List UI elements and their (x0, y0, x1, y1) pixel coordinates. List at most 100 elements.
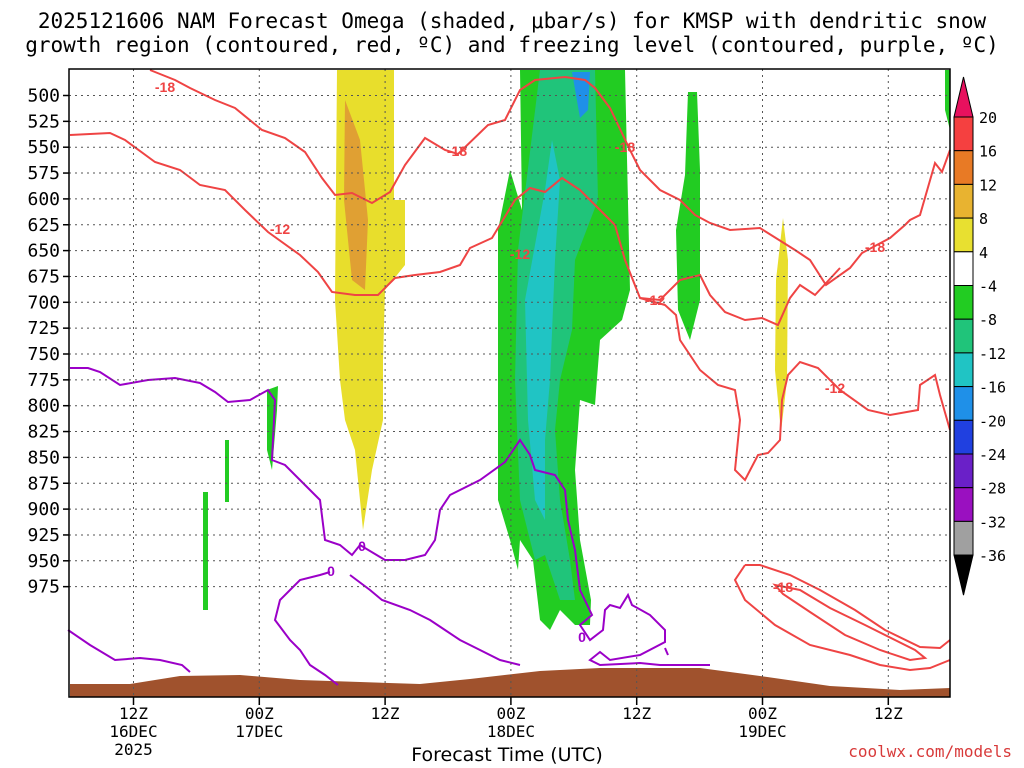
x-tick-label: 2025 (114, 740, 153, 759)
x-tick-label: 18DEC (487, 722, 535, 741)
colorbar-label: -20 (979, 412, 1006, 430)
dendritic-contour-oval (733, 564, 951, 672)
colorbar-segment (953, 352, 974, 388)
freezing-contours (67, 367, 710, 686)
dendritic-contours (69, 69, 951, 672)
colorbar-label: -36 (979, 547, 1006, 565)
chart-title-line1: 2025121606 NAM Forecast Omega (shaded, μ… (37, 9, 987, 33)
colorbar-label: -28 (979, 480, 1006, 498)
colorbar-label: 20 (979, 109, 997, 127)
omega-shading (203, 70, 950, 630)
dendritic-contour-label: -12 (270, 221, 290, 237)
colorbar-segment (953, 116, 974, 152)
y-tick-label: 925 (27, 525, 60, 546)
omega-green-streak1 (203, 492, 208, 610)
y-tick-label: 725 (27, 318, 60, 339)
y-tick-label: 650 (27, 241, 60, 262)
colorbar-segment (953, 285, 974, 320)
omega-yellow-small (775, 218, 788, 432)
colorbar-segment (953, 183, 974, 219)
colorbar-label: -16 (979, 379, 1006, 397)
dendritic-contour-label: -12 (825, 380, 845, 396)
colorbar-label: 8 (979, 210, 988, 228)
y-tick-label: 975 (27, 577, 60, 598)
colorbar-segment (953, 386, 974, 421)
colorbar-segment (953, 520, 974, 556)
y-tick-label: 550 (27, 137, 60, 158)
colorbar-label: -4 (979, 278, 997, 296)
y-tick-label: 625 (27, 215, 60, 236)
plot-frame (68, 68, 951, 698)
colorbar-segment (953, 487, 974, 522)
x-tick-label: 00Z (245, 704, 274, 723)
y-tick-label: 600 (27, 189, 60, 210)
colorbar-segment (953, 150, 974, 185)
x-tick-label: 12Z (874, 704, 903, 723)
x-tick-label: 19DEC (738, 722, 786, 741)
colorbar-segment (953, 453, 974, 489)
y-tick-label: 800 (27, 396, 60, 417)
x-tick-label: 12Z (371, 704, 400, 723)
dendritic-contour-label: -18 (615, 139, 635, 155)
freezing-contour-label: 0 (578, 629, 586, 645)
y-tick-label: 850 (27, 447, 60, 468)
y-tick-label: 700 (27, 292, 60, 313)
colorbar-label: 12 (979, 176, 997, 194)
freezing-contour-main (70, 367, 710, 667)
dendritic-contour-label: -18 (865, 239, 885, 255)
freezing-contour-label: 0 (327, 563, 335, 579)
colorbar-bottom-arrow (953, 554, 974, 596)
dendritic-contour-upper (149, 69, 951, 287)
dendritic-contour-lower (69, 131, 841, 327)
y-tick-label: 825 (27, 422, 60, 443)
y-axis: 500 525 550 575 600 625 650 675 700 725 750 775 800 8… (27, 86, 69, 598)
dendritic-contour-label: -18 (447, 143, 467, 159)
dendritic-contour-label: -18 (155, 79, 175, 95)
colorbar-label: -8 (979, 311, 997, 329)
x-tick-label: 00Z (748, 704, 777, 723)
colorbar-segment (953, 419, 974, 455)
credit-text: coolwx.com/models (848, 742, 1012, 761)
freezing-contour-label: 0 (358, 538, 366, 554)
colorbar-label: -32 (979, 513, 1006, 531)
y-tick-label: 900 (27, 499, 60, 520)
y-tick-label: 875 (27, 473, 60, 494)
colorbar-label: 4 (979, 244, 988, 262)
x-tick-label: 12Z (119, 704, 148, 723)
y-tick-label: 675 (27, 266, 60, 287)
colorbar-label: -12 (979, 345, 1006, 363)
dendritic-contour-label: -18 (773, 579, 793, 595)
y-tick-label: 775 (27, 370, 60, 391)
y-tick-label: 500 (27, 86, 60, 107)
colorbar-segment (953, 318, 974, 354)
y-tick-label: 525 (27, 111, 60, 132)
colorbar-segment (953, 251, 974, 287)
y-tick-label: 750 (27, 344, 60, 365)
grid (69, 69, 950, 697)
y-tick-label: 575 (27, 163, 60, 184)
x-tick-label: 16DEC (109, 722, 157, 741)
colorbar-segment (953, 217, 974, 253)
dendritic-contour-label: -12 (645, 292, 665, 308)
omega-green-streak2 (225, 440, 229, 502)
x-tick-label: 12Z (622, 704, 651, 723)
x-axis-title: Forecast Time (UTC) (411, 744, 603, 766)
contour-label-group: -18 -12 -18 -18 -12 -12 -18 -12 -18 0 0 0 (155, 79, 885, 645)
x-tick-label: 00Z (496, 704, 525, 723)
y-tick-label: 950 (27, 551, 60, 572)
freezing-contour-dot (664, 647, 669, 656)
colorbar-label: -24 (979, 446, 1006, 464)
colorbar-top-arrow (953, 76, 974, 118)
terrain (70, 668, 950, 697)
chart-title-line2: growth region (contoured, red, ºC) and f… (25, 33, 999, 57)
dendritic-contour-mid (639, 297, 951, 482)
omega-green-right (676, 92, 700, 340)
colorbar: 20 16 12 8 4 -4 -8 -12 -16 -20 -24 -28 -32 -36 (953, 76, 1006, 596)
omega-green-edge (945, 70, 950, 130)
freezing-contour-lower (67, 571, 521, 686)
omega-cyan (525, 140, 560, 520)
x-tick-label: 17DEC (235, 722, 283, 741)
dendritic-contour-label: -12 (510, 246, 530, 262)
